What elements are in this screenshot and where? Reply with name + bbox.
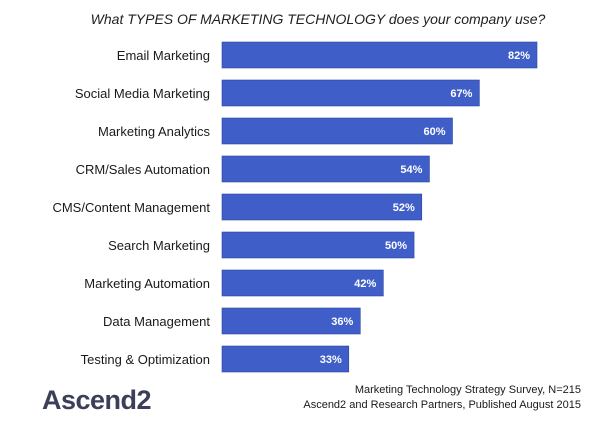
bars-layer: [221, 41, 538, 373]
logo-text: Ascend2: [42, 385, 151, 415]
value-labels: 82% 67% 60% 54% 52% 50% 42% 36% 33%: [320, 50, 530, 366]
bar-data-management: [221, 307, 361, 335]
bar-social-media-marketing: [221, 79, 480, 107]
category-labels: Email Marketing Social Media Marketing Mar…: [52, 48, 210, 367]
ascend2-logo: Ascend2: [42, 385, 152, 415]
category-label: Data Management: [103, 314, 210, 329]
category-label: Search Marketing: [108, 238, 210, 253]
value-label: 50%: [385, 240, 407, 252]
value-label: 33%: [320, 354, 342, 366]
value-label: 60%: [423, 126, 445, 138]
category-label: Social Media Marketing: [75, 86, 210, 101]
category-label: Testing & Optimization: [81, 352, 210, 367]
chart-title: What TYPES OF MARKETING TECHNOLOGY does …: [91, 11, 546, 27]
category-label: CRM/Sales Automation: [76, 162, 210, 177]
value-label: 36%: [331, 316, 353, 328]
source-line-2: Ascend2 and Research Partners, Published…: [303, 399, 581, 411]
source-line-1: Marketing Technology Strategy Survey, N=…: [355, 384, 581, 396]
value-label: 42%: [354, 278, 376, 290]
value-label: 52%: [393, 202, 415, 214]
bar-email-marketing: [221, 41, 538, 69]
value-label: 82%: [508, 50, 530, 62]
category-label: CMS/Content Management: [52, 200, 210, 215]
bar-marketing-automation: [221, 269, 384, 297]
category-label: Email Marketing: [117, 48, 210, 63]
bar-cms-content-management: [221, 193, 423, 221]
category-label: Marketing Automation: [84, 276, 210, 291]
value-label: 67%: [450, 88, 472, 100]
value-label: 54%: [400, 164, 422, 176]
bar-search-marketing: [221, 231, 415, 259]
bar-crm-sales-automation: [221, 155, 430, 183]
category-label: Marketing Analytics: [98, 124, 210, 139]
bar-testing-optimization: [221, 345, 350, 373]
bar-marketing-analytics: [221, 117, 453, 145]
